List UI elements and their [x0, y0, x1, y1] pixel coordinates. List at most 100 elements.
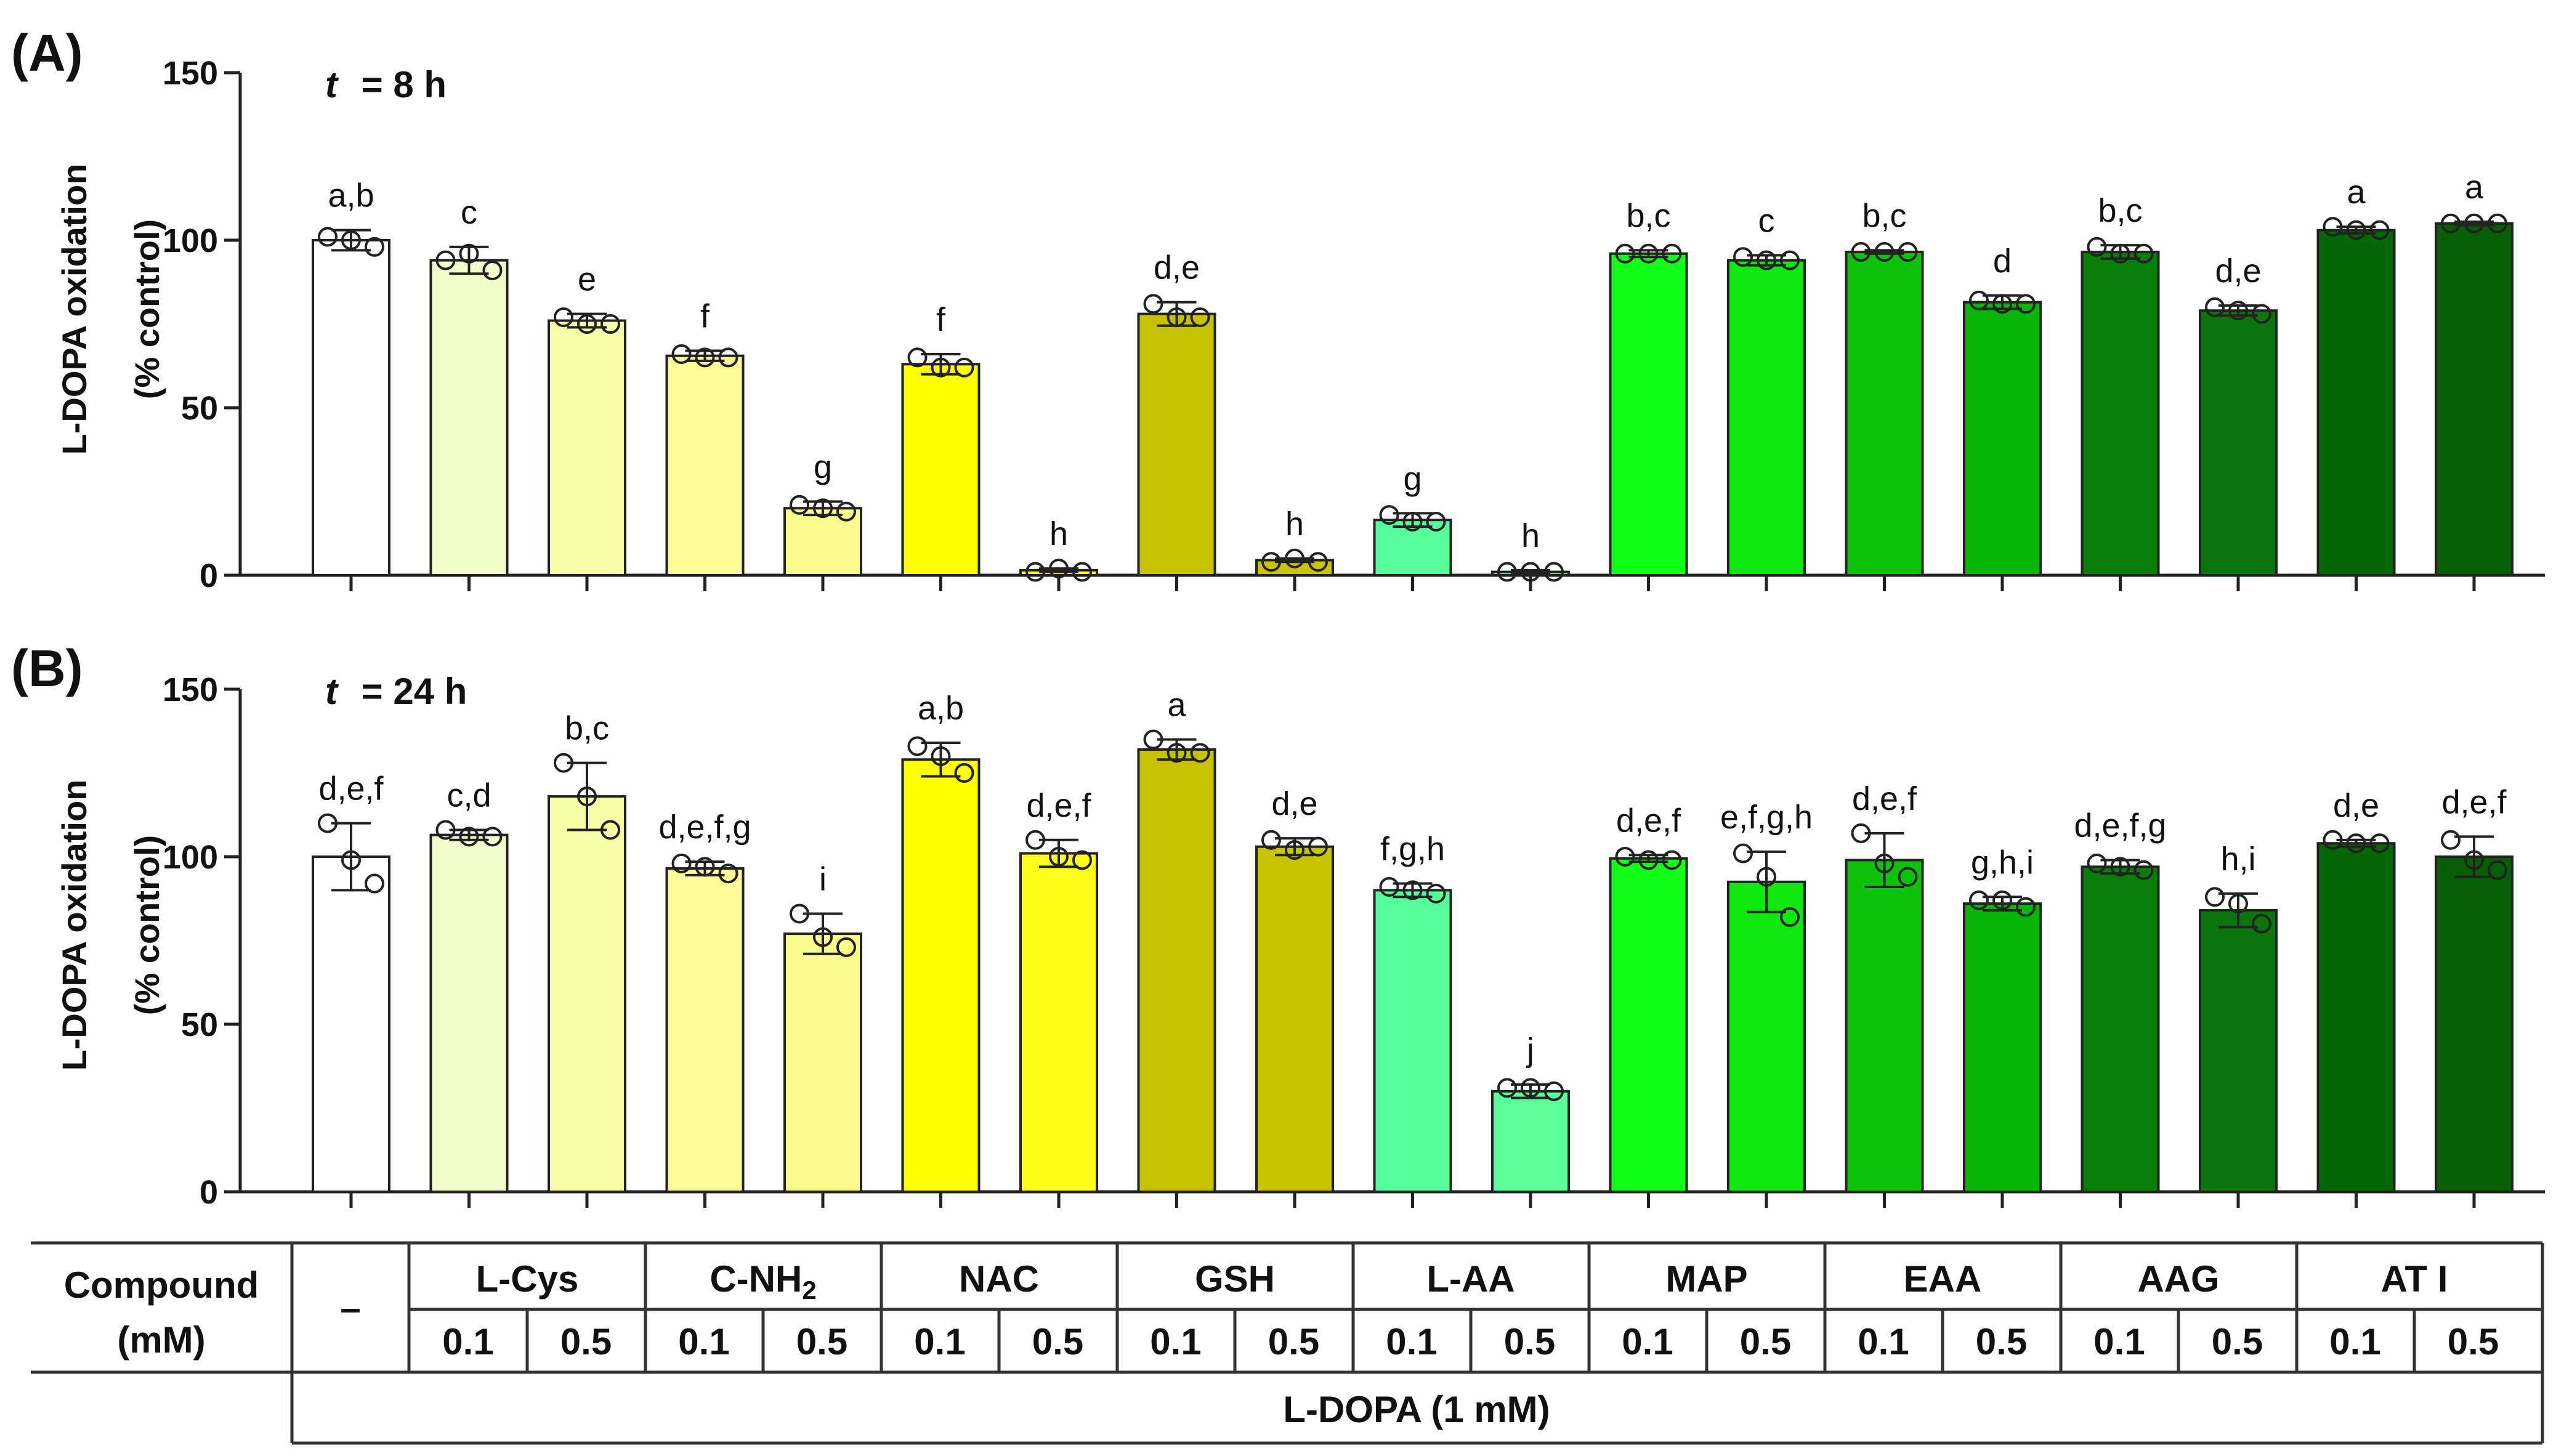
panel-a-time-text: = 8 h	[362, 64, 447, 105]
table-concentration-cell: 0.5	[560, 1321, 612, 1362]
panel-b-data-point	[2252, 913, 2271, 934]
panel-b-data-point	[790, 904, 809, 924]
panel-a-ylabel-line1: L-DOPA oxidation	[55, 164, 94, 455]
panel-a-data-point	[2110, 243, 2130, 264]
panel-a-data-point	[1049, 559, 1069, 579]
table-header-unit: (mM)	[117, 1319, 205, 1361]
panel-a-data-point	[718, 347, 738, 368]
panel-a-plot: 0 50 100 150 a,b c e f g f h d,e h g h b,c c b,c d b,c d,e a a	[163, 55, 2545, 594]
panel-a-data-point	[671, 344, 692, 364]
panel-a-significance-letter: d	[1993, 243, 2012, 280]
panel-b-data-point	[1851, 823, 1871, 843]
panel-b-data-point	[1261, 830, 1281, 850]
panel-b-bar	[2081, 865, 2160, 1193]
panel-b-data-point	[1638, 850, 1659, 870]
panel-b-data-point	[1544, 1081, 1564, 1101]
panel-b-data-point	[1757, 867, 1776, 887]
panel-a-data-point	[365, 237, 384, 257]
panel-b-data-point	[341, 850, 361, 870]
panel-b-data-point	[836, 937, 856, 957]
panel-a-bar	[1727, 259, 1806, 576]
panel-a-data-point	[2369, 220, 2390, 240]
panel-a-data-point	[482, 260, 503, 280]
panel-b-data-point	[2110, 857, 2130, 877]
panel-b-data-point	[1072, 850, 1092, 870]
panel-a-data-point	[695, 347, 715, 368]
panel-b-ylabel-line2: (% control)	[127, 835, 166, 1015]
table-compound-at-i: AT I	[2381, 1258, 2448, 1300]
panel-b-data-point	[2369, 833, 2390, 854]
table-concentration-cell: 0.1	[442, 1321, 493, 1362]
panel-a-data-point	[1780, 250, 1800, 270]
table-compound-l-cys: L-Cys	[476, 1258, 579, 1300]
panel-a-data-point	[1025, 562, 1045, 582]
panel-a-bar	[2081, 251, 2160, 577]
table-concentration-cell: 0.1	[1150, 1321, 1201, 1362]
panel-b-data-point	[1308, 836, 1328, 857]
table-concentration-cell: 0.5	[2212, 1321, 2263, 1362]
panel-a-label: (A)	[11, 24, 83, 82]
panel-a-data-point	[1308, 552, 1328, 572]
table-compound-map: MAP	[1665, 1258, 1747, 1300]
panel-a-time-label: t = 8 h	[325, 64, 447, 105]
panel-b-plot: 0 50 100 150 d,e,f c,d b,c d,e,f,g i a,b d,e,f a d,e…	[163, 671, 2545, 1211]
panel-a-data-point	[1992, 294, 2012, 314]
panel-a-data-point	[1167, 307, 1187, 328]
panel-b-significance-letter: d,e,f	[2441, 783, 2507, 820]
table-concentration-cell: 0.5	[1504, 1321, 1555, 1362]
panel-a-data-point	[2346, 220, 2366, 240]
panel-b-data-point	[1285, 840, 1304, 860]
table-concentration-cell: 0.1	[1858, 1321, 1909, 1362]
panel-b-significance-letter: d,e,f	[318, 770, 384, 807]
panel-b-data-point	[1190, 743, 1210, 763]
table-concentration-cell: 0.5	[1268, 1321, 1319, 1362]
panel-a-data-point	[1379, 505, 1399, 525]
panel-a-significance-letter: b,c	[2098, 192, 2142, 229]
panel-b-data-point	[318, 813, 338, 833]
panel-b-bar	[1845, 859, 1924, 1193]
panel-a-data-point	[577, 314, 597, 334]
panel-b-data-point	[931, 746, 951, 766]
panel-b-data-point	[2087, 853, 2107, 873]
panel-b-bar	[429, 833, 509, 1193]
panel-a-bar	[1609, 252, 1688, 576]
panel-b-y-tick-label: 0	[200, 1174, 218, 1211]
panel-a-significance-letter: c	[461, 194, 477, 231]
panel-a-significance-letter: h	[1285, 506, 1304, 543]
panel-a-bar	[429, 259, 509, 576]
panel-b-significance-letter: f,g,h	[1380, 831, 1445, 868]
panel-a-significance-letter: d,e	[2215, 253, 2261, 289]
panel-a-data-point	[601, 314, 620, 334]
panel-b-significance-letter: d,e,f	[1616, 802, 1681, 839]
panel-a-significance-letter: b,c	[1626, 197, 1670, 234]
panel-b-significance-letter: d,e,f,g	[658, 809, 751, 846]
panel-b-data-point	[1874, 853, 1895, 873]
panel-b-data-point	[907, 736, 928, 756]
panel-b-data-point	[1733, 843, 1753, 863]
panel-a-data-point	[1969, 290, 1989, 310]
panel-b-significance-letter: g,h,i	[1971, 844, 2034, 881]
panel-b-data-point	[1049, 847, 1069, 867]
table-concentration-cell: 0.5	[1976, 1321, 2027, 1362]
panel-a-y-axis-title: L-DOPA oxidation (% control)	[55, 164, 166, 455]
panel-b-data-point	[435, 820, 456, 840]
panel-a-data-point	[435, 250, 456, 270]
panel-b-bar	[548, 795, 626, 1193]
panel-b-bar	[783, 932, 862, 1193]
panel-b-data-point	[718, 863, 738, 884]
panel-a-data-point	[931, 357, 951, 378]
panel-a-bar	[2316, 229, 2396, 576]
panel-a-data-point	[2205, 297, 2225, 317]
panel-a-data-point	[2252, 304, 2271, 324]
panel-a-time-var: t	[325, 64, 339, 105]
panel-b-bar	[1019, 852, 1098, 1194]
panel-a-y-tick-label: 50	[181, 390, 218, 427]
panel-a-significance-letter: a	[2347, 174, 2366, 211]
panel-b-significance-letter: d,e	[2333, 787, 2379, 824]
panel-b-significance-letter: d,e,f,g	[2074, 807, 2166, 844]
panel-b-data-point	[2133, 860, 2154, 880]
panel-b-bar	[1491, 1090, 1570, 1194]
panel-a-data-point	[1615, 243, 1635, 264]
panel-b-significance-letter: b,c	[565, 710, 609, 747]
panel-a-significance-letter: a,b	[328, 177, 374, 214]
